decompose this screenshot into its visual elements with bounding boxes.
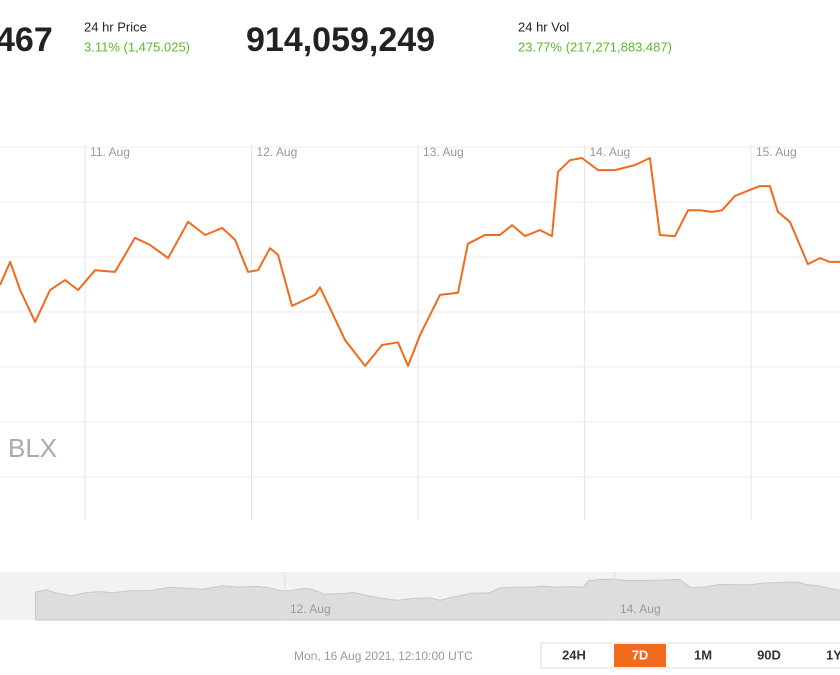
range-selector (540, 642, 840, 669)
range-button[interactable]: 7D (632, 647, 649, 662)
range-button[interactable]: 24H (562, 647, 586, 662)
navigator-label: 12. Aug (290, 602, 331, 616)
x-tick-label: 13. Aug (423, 145, 464, 159)
range-button[interactable]: 1M (694, 647, 712, 662)
range-button-active[interactable] (614, 644, 666, 667)
range-button[interactable]: 90D (757, 647, 781, 662)
price-change: 3.11% (1,475.025) (84, 39, 190, 54)
volume: 914,059,249 (246, 21, 435, 59)
price-label: 24 hr Price (84, 19, 147, 34)
volume-label: 24 hr Vol (518, 19, 569, 34)
timestamp: Mon, 16 Aug 2021, 12:10:00 UTC (294, 649, 473, 663)
price: 467 (0, 21, 53, 59)
x-tick-label: 14. Aug (589, 145, 630, 159)
x-tick-label: 15. Aug (756, 145, 797, 159)
x-tick-label: 12. Aug (257, 145, 298, 159)
navigator-label: 14. Aug (620, 602, 661, 616)
range-button[interactable]: 1Y (826, 647, 840, 662)
x-tick-label: 11. Aug (90, 145, 130, 159)
price-line (0, 157, 840, 367)
watermark: BLX (8, 433, 57, 463)
volume-change: 23.77% (217,271,883.487) (518, 39, 672, 54)
navigator-area (35, 578, 840, 621)
